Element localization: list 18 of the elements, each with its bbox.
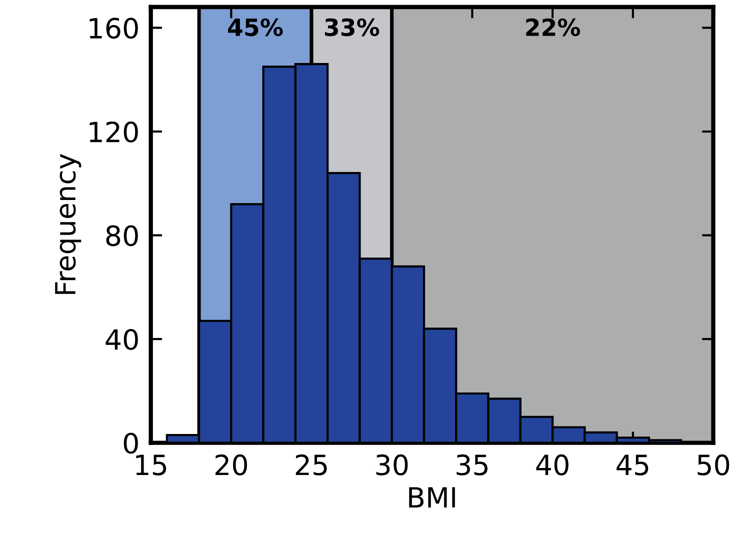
x-tick-label: 20 <box>216 454 248 476</box>
x-tick-label: 30 <box>376 454 408 476</box>
y-tick-label: 80 <box>106 225 138 246</box>
band-label: 33% <box>325 18 380 36</box>
band-label: 22% <box>526 18 580 36</box>
y-tick-label: 160 <box>90 18 138 39</box>
y-axis-title: Frequency <box>55 154 82 294</box>
x-tick-label: 25 <box>296 454 327 476</box>
y-tick-label: 40 <box>106 328 138 350</box>
x-tick-label: 35 <box>456 454 488 476</box>
x-tick-label: 45 <box>616 454 648 476</box>
y-tick-label: 120 <box>90 121 138 142</box>
x-tick-label: 40 <box>536 454 568 476</box>
x-tick-label: 15 <box>136 454 166 476</box>
x-tick-label: 50 <box>698 454 730 476</box>
x-axis-title: BMI <box>409 487 455 508</box>
band-label: 45% <box>228 18 283 36</box>
y-tick-label: 0 <box>124 432 138 454</box>
